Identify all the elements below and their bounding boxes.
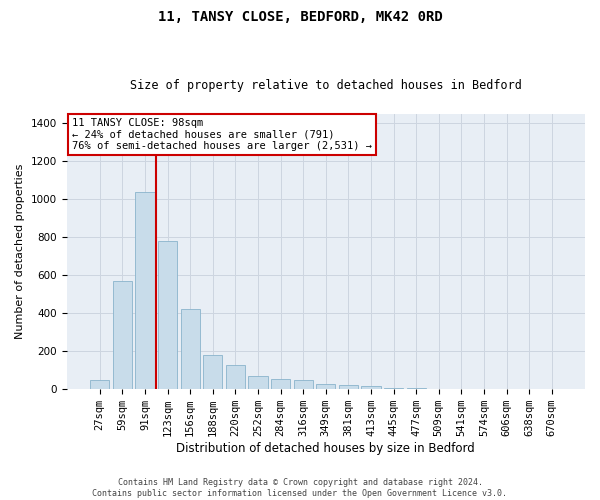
Bar — [384, 388, 403, 389]
Bar — [136, 192, 155, 389]
Bar — [271, 379, 290, 389]
Bar — [316, 384, 335, 389]
Bar — [113, 281, 132, 389]
Bar — [339, 385, 358, 389]
Bar — [158, 241, 177, 389]
Bar — [203, 355, 223, 389]
Bar — [293, 380, 313, 389]
Y-axis label: Number of detached properties: Number of detached properties — [15, 164, 25, 340]
Bar — [361, 386, 380, 389]
Text: Contains HM Land Registry data © Crown copyright and database right 2024.
Contai: Contains HM Land Registry data © Crown c… — [92, 478, 508, 498]
Bar — [226, 366, 245, 389]
Bar — [181, 308, 200, 389]
X-axis label: Distribution of detached houses by size in Bedford: Distribution of detached houses by size … — [176, 442, 475, 455]
Bar — [90, 380, 109, 389]
Text: 11 TANSY CLOSE: 98sqm
← 24% of detached houses are smaller (791)
76% of semi-det: 11 TANSY CLOSE: 98sqm ← 24% of detached … — [72, 118, 372, 152]
Bar — [407, 388, 426, 389]
Text: 11, TANSY CLOSE, BEDFORD, MK42 0RD: 11, TANSY CLOSE, BEDFORD, MK42 0RD — [158, 10, 442, 24]
Title: Size of property relative to detached houses in Bedford: Size of property relative to detached ho… — [130, 79, 522, 92]
Bar — [248, 376, 268, 389]
